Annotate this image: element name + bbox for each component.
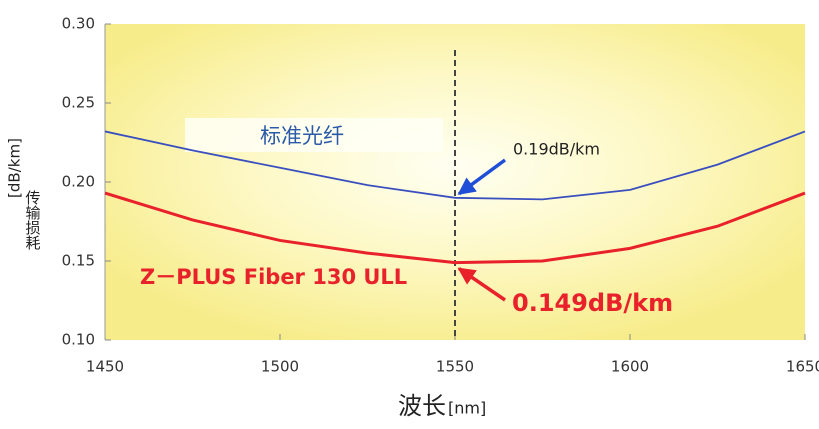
x-axis-unit: [nm] — [448, 399, 486, 418]
y-tick-label: 0.20 — [62, 173, 95, 191]
y-tick-label: 0.15 — [62, 252, 95, 270]
y-axis-unit: [dB/km] — [6, 138, 24, 198]
series-label: Z－PLUS Fiber 130 ULL — [140, 265, 407, 289]
x-tick-label: 1600 — [611, 358, 649, 376]
y-tick-label: 0.30 — [62, 15, 95, 33]
y-tick-label: 0.10 — [62, 331, 95, 349]
series-line — [104, 191, 806, 265]
series-label: 标准光纤 — [260, 124, 344, 148]
annotation-arrow — [457, 158, 507, 196]
x-tick-label: 1550 — [436, 358, 474, 376]
annotation: 0.149dB/km — [512, 289, 673, 317]
series-line — [104, 130, 806, 201]
x-tick-label: 1500 — [261, 358, 299, 376]
x-tick-label: 1450 — [86, 358, 124, 376]
y-axis-label: 传输损耗 — [24, 190, 42, 251]
x-axis-label: 波长 — [398, 392, 446, 420]
label-box — [185, 118, 443, 152]
annotation-arrow — [457, 267, 506, 302]
x-tick-label: 1650 — [786, 358, 819, 376]
annotation: 0.19dB/km — [513, 140, 600, 159]
y-tick-label: 0.25 — [62, 94, 95, 112]
